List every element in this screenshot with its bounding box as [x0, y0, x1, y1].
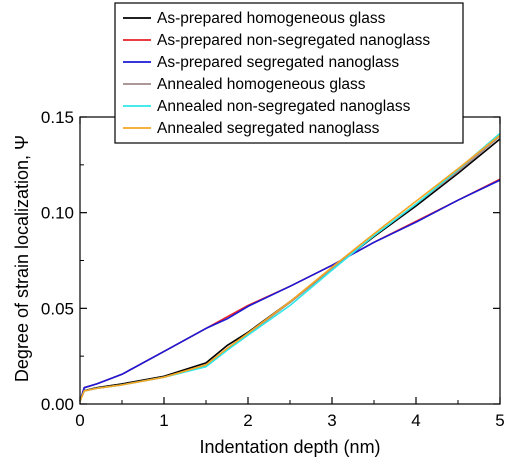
legend-label: As-prepared segregated nanoglass [157, 54, 399, 71]
plot-frame [79, 116, 501, 405]
x-tick-label: 3 [327, 411, 336, 430]
legend: As-prepared homogeneous glass As-prepared… [114, 2, 464, 144]
y-axis-title: Degree of strain localization, Ψ [12, 135, 32, 382]
legend-label: Annealed non-segregated nanoglass [157, 98, 411, 115]
x-tick-label: 5 [495, 411, 504, 430]
legend-label: Annealed segregated nanoglass [157, 120, 380, 137]
ticks-layer: 0 1 2 3 4 5 0.00 0.05 0.10 0.15 [41, 108, 505, 430]
x-tick-label: 0 [75, 411, 84, 430]
legend-label: As-prepared homogeneous glass [157, 10, 386, 27]
y-tick-label: 0.15 [41, 108, 74, 127]
series-line-2 [79, 178, 501, 402]
y-tick-label: 0.05 [41, 299, 74, 318]
x-tick-label: 1 [159, 411, 168, 430]
legend-label: Annealed homogeneous glass [157, 76, 366, 93]
legend-box [114, 2, 464, 144]
series-line-4 [79, 135, 501, 402]
series-line-6 [79, 134, 501, 402]
x-tick-label: 2 [243, 411, 252, 430]
x-axis-title: Indentation depth (nm) [199, 437, 380, 457]
series-line-5 [79, 132, 501, 402]
x-tick-label: 4 [411, 411, 420, 430]
series-line-1 [79, 138, 501, 402]
y-tick-label: 0.00 [41, 395, 74, 414]
series-line-3 [79, 179, 501, 402]
y-tick-label: 0.10 [41, 204, 74, 223]
legend-label: As-prepared non-segregated nanoglass [157, 32, 430, 49]
series-layer [79, 132, 501, 402]
